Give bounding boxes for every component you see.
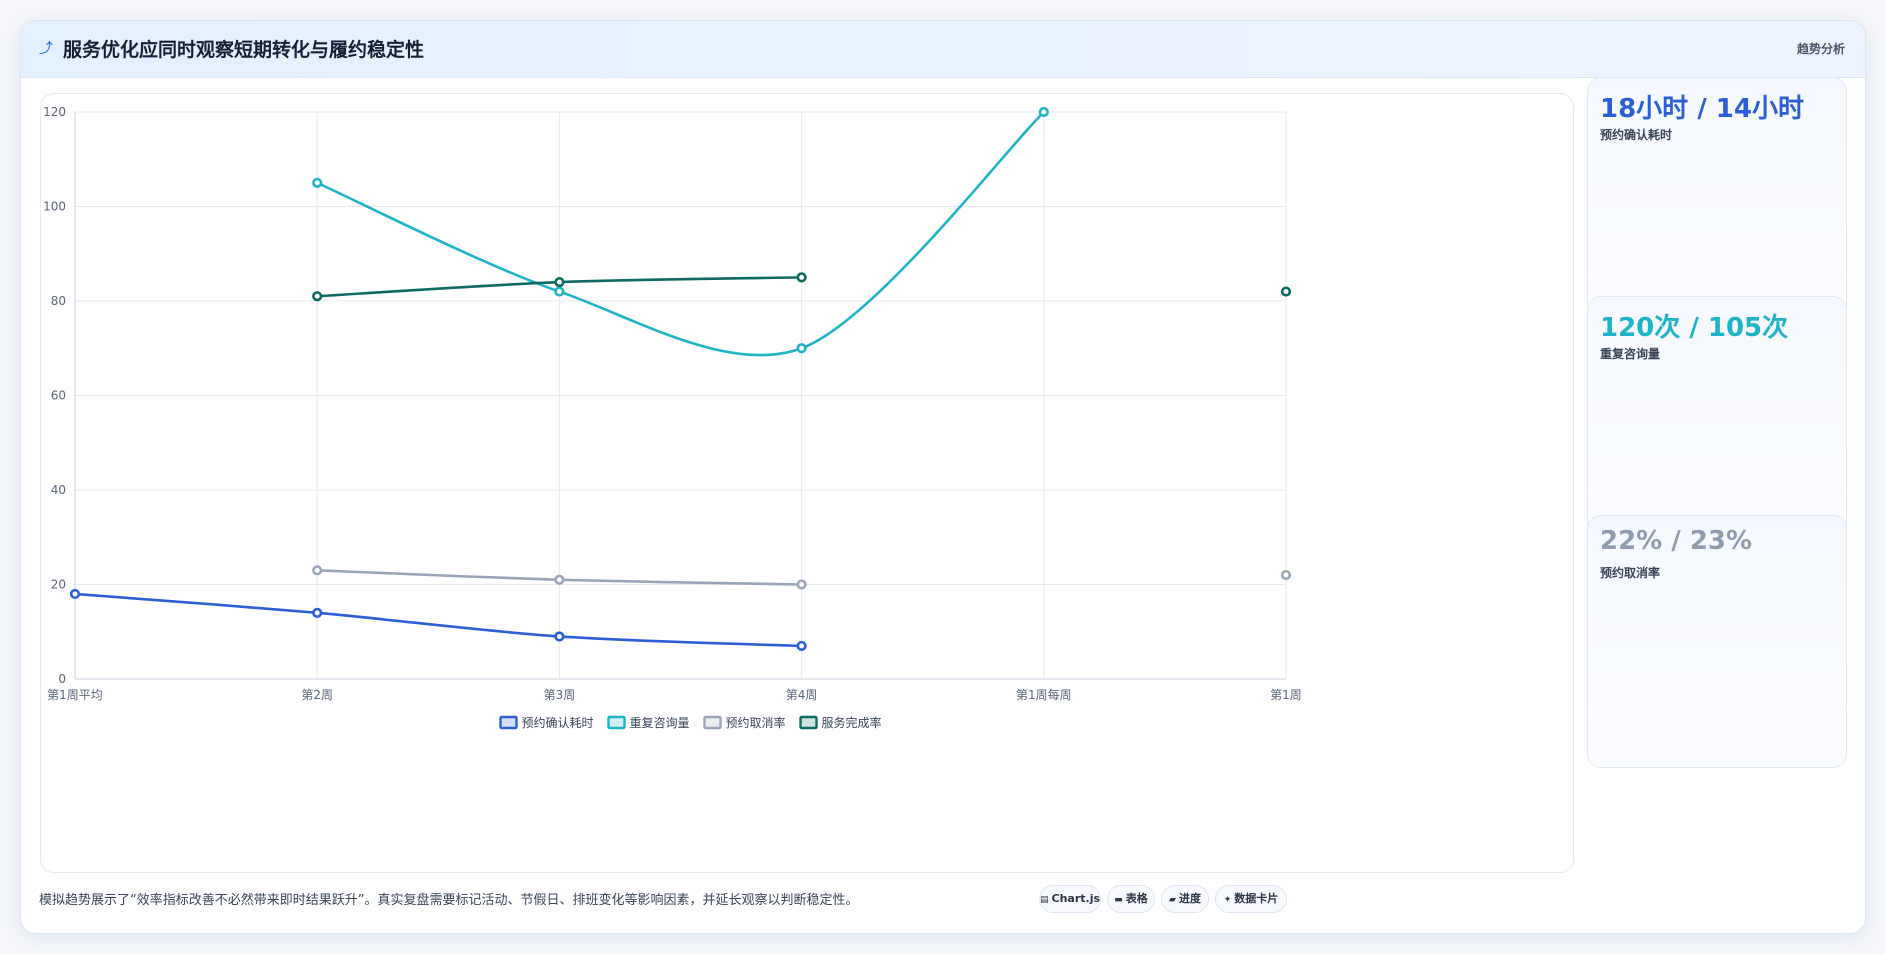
data-point [1280,286,1292,297]
chart-icon: ▤ [1040,895,1049,905]
progress-icon: ▰ [1169,895,1176,905]
dashboard-card: ⤴ 服务优化应同时观察短期转化与履约稳定性 趋势分析 0 20 40 60 80 100 1… [20,20,1866,934]
kpi-value: 18小时 / 14小时 [1600,94,1804,124]
legend-swatch [703,715,722,730]
data-point [312,565,323,576]
y-tick-label: 100 [43,200,66,214]
x-tick-label: 第1周每周 [1016,687,1072,702]
trend-icon: ⤴ [39,41,53,57]
data-point [796,640,807,652]
legend-swatch [499,715,518,730]
data-point [69,588,81,600]
legend-swatch [607,715,626,730]
data-point [554,277,565,288]
series-line [74,592,802,648]
kpi-value: 120次 / 105次 [1600,313,1789,343]
kpi-label: 预约确认耗时 [1600,128,1673,142]
x-tick-label: 第4周 [786,688,818,702]
table-icon: ▬ [1114,895,1123,905]
y-tick-label: 120 [43,105,66,119]
y-tick-label: 40 [51,483,66,497]
line-chart: 0 20 40 60 80 100 120 第1周平均 第2周 第3周 第4周 第1周每周 第1周预约确… [43,105,1302,730]
data-point [554,574,565,585]
kpi-card-repeat-inquiry: 120次 / 105次 重复咨询量 [1587,296,1847,549]
kpi-card-cancel-rate: 22% / 23% 预约取消率 [1587,515,1847,768]
x-tick-label: 第3周 [544,688,576,702]
legend-label: 服务完成率 [822,715,882,730]
card-icon: ✦ [1223,895,1232,905]
y-tick-label: 0 [58,672,66,686]
kpi-label: 重复咨询量 [1600,347,1661,361]
legend-swatch [799,715,818,730]
legend-label: 预约取消率 [726,715,786,730]
data-point [1038,106,1049,118]
y-tick-label: 60 [51,389,66,403]
data-point [1280,569,1292,581]
data-point [312,607,323,618]
series-line [316,111,1045,357]
table-button[interactable]: ▬ 表格 [1107,885,1155,913]
legend-label: 重复咨询量 [630,715,690,730]
progress-button[interactable]: ▰ 进度 [1161,885,1209,913]
data-point [796,579,807,590]
data-point [312,177,323,188]
chart-panel: 0 20 40 60 80 100 120 第1周平均 第2周 第3周 第4周 第1周每周 第1周预约确… [40,93,1574,873]
x-tick-label: 第1周平均 [47,688,103,702]
data-point [554,631,565,642]
data-card-button[interactable]: ✦ 数据卡片 [1215,885,1287,913]
y-tick-label: 20 [51,578,66,592]
legend-label: 预约确认耗时 [522,715,594,730]
trend-analysis-label: 趋势分析 [1796,42,1845,56]
card-header: ⤴ 服务优化应同时观察短期转化与履约稳定性 趋势分析 [21,21,1865,78]
data-point [796,343,807,354]
x-tick-label: 第1周 [1270,688,1302,702]
footer-note: 模拟趋势展示了“效率指标改善不必然带来即时结果跃升”。真实复盘需要标记活动、节假… [39,893,859,908]
kpi-card-confirm-time: 18小时 / 14小时 预约确认耗时 [1587,77,1847,330]
data-point [796,272,807,283]
data-point [554,286,565,297]
kpi-value: 22% / 23% [1600,526,1753,556]
x-tick-label: 第2周 [301,688,333,702]
page-title: 服务优化应同时观察短期转化与履约稳定性 [63,39,425,61]
kpi-label: 预约取消率 [1600,566,1661,580]
chartjs-button[interactable]: ▤ Chart.js [1039,885,1101,913]
y-tick-label: 80 [51,294,66,308]
data-point [312,291,323,302]
